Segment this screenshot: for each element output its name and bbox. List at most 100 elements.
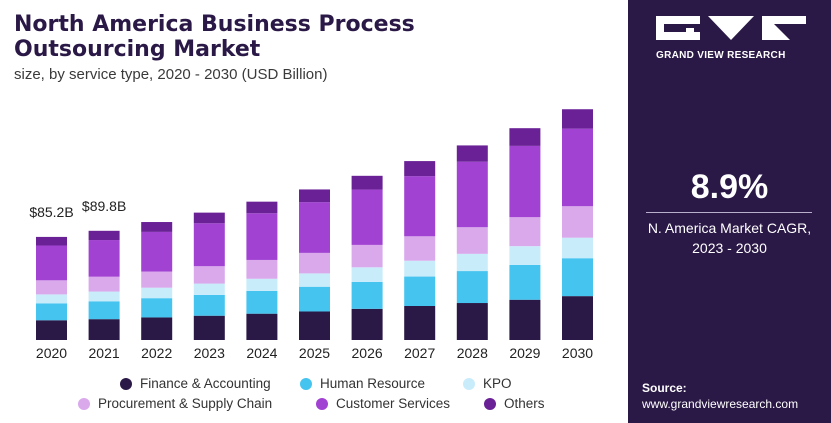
bar-segment-2025-finance-accounting	[299, 311, 330, 340]
bar-segment-2030-others	[562, 109, 593, 129]
legend-item-kpo: KPO	[463, 376, 512, 391]
x-tick-label-2021: 2021	[89, 345, 120, 361]
bar-segment-2022-others	[141, 222, 173, 232]
data-label-2020: $85.2B	[29, 204, 73, 220]
bar-segment-2021-others	[88, 230, 120, 241]
bar-segment-2028-kpo	[456, 253, 488, 272]
bar-segment-2030-procurement-supply-chain	[562, 206, 593, 238]
legend-swatch	[300, 377, 312, 390]
bar-segment-2028-finance-accounting	[456, 303, 488, 340]
bar-segment-2022-human-resource	[141, 298, 173, 318]
bar-segment-2027-finance-accounting	[404, 306, 436, 340]
bar-segment-2029-kpo	[509, 246, 541, 265]
bar-segment-2020-finance-accounting	[36, 320, 67, 340]
bar-segment-2030-human-resource	[562, 258, 593, 297]
chart-title-line2: Outsourcing Market	[14, 37, 261, 62]
bar-segment-2026-finance-accounting	[351, 308, 383, 340]
bar-segment-2028-procurement-supply-chain	[456, 227, 488, 254]
chart-title: North America Business Process Outsourci…	[14, 12, 614, 62]
divider	[646, 212, 812, 213]
bar-segment-2021-human-resource	[88, 301, 120, 320]
stacked-bar-chart: 2020 $85.2B 2021 $89.8B 2022 2023 2024 2025 2026…	[29, 109, 593, 361]
cagr-value: 8.9%	[690, 168, 769, 206]
bar-segment-2029-others	[509, 128, 541, 146]
chart-legend: Finance & Accounting Human Resource KPO Pro…	[0, 372, 628, 418]
bar-segment-2029-human-resource	[509, 264, 541, 300]
x-tick-label-2024: 2024	[246, 345, 277, 361]
source-note: Source: www.grandviewresearch.com	[642, 380, 798, 412]
bar-segment-2029-finance-accounting	[509, 299, 541, 340]
bar-segment-2021-finance-accounting	[88, 319, 120, 340]
legend-swatch	[120, 377, 132, 390]
x-tick-label-2025: 2025	[299, 345, 330, 361]
x-tick-label-2027: 2027	[404, 345, 435, 361]
bar-segment-2027-procurement-supply-chain	[404, 236, 436, 261]
x-tick-label-2029: 2029	[509, 345, 540, 361]
bar-segment-2028-customer-services	[456, 161, 488, 228]
bar-segment-2020-customer-services	[36, 245, 67, 281]
bar-segment-2027-others	[404, 161, 436, 177]
chart-subtitle: size, by service type, 2020 - 2030 (USD …	[14, 66, 328, 83]
legend-label: KPO	[483, 376, 512, 391]
legend-swatch	[463, 377, 475, 390]
x-tick-label-2028: 2028	[457, 345, 488, 361]
legend-item-human-resource: Human Resource	[300, 376, 425, 391]
bar-segment-2025-human-resource	[299, 286, 330, 312]
brand-name: GRAND VIEW RESEARCH	[656, 50, 786, 61]
bar-segment-2022-customer-services	[141, 231, 173, 272]
bar-segment-2021-kpo	[88, 291, 120, 302]
bar-segment-2024-human-resource	[246, 290, 278, 314]
cagr-label-line1: N. America Market CAGR,	[647, 220, 812, 236]
bar-segment-2027-customer-services	[404, 176, 436, 237]
legend-item-customer-services: Customer Services	[316, 396, 450, 411]
legend-label: Human Resource	[320, 376, 426, 391]
bar-segment-2028-others	[456, 145, 488, 162]
x-tick-label-2022: 2022	[141, 345, 172, 361]
legend-swatch	[316, 397, 328, 410]
bar-segment-2028-human-resource	[456, 271, 488, 304]
bar-segment-2023-finance-accounting	[193, 315, 225, 340]
bar-segment-2021-customer-services	[88, 240, 120, 277]
bar-segment-2020-kpo	[36, 294, 67, 304]
bar-segment-2025-procurement-supply-chain	[299, 252, 330, 274]
bar-segment-2026-customer-services	[351, 189, 383, 245]
chart-title-line1: North America Business Process	[14, 12, 415, 37]
bar-segment-2024-others	[246, 201, 278, 214]
bar-segment-2022-finance-accounting	[141, 317, 173, 340]
cagr-label-line2: 2023 - 2030	[692, 240, 767, 256]
x-tick-label-2026: 2026	[352, 345, 383, 361]
source-title: Source:	[642, 381, 687, 395]
legend-swatch	[78, 397, 90, 410]
bar-segment-2022-procurement-supply-chain	[141, 271, 173, 288]
bar-segment-2029-customer-services	[509, 145, 541, 218]
bar-segment-2020-human-resource	[36, 303, 67, 321]
legend-item-finance-accounting: Finance & Accounting	[120, 376, 271, 391]
bar-segment-2023-kpo	[193, 283, 225, 295]
bar-segment-2027-kpo	[404, 260, 436, 277]
bar-segment-2020-others	[36, 236, 67, 246]
bar-segment-2024-customer-services	[246, 213, 278, 260]
x-tick-label-2030: 2030	[562, 345, 593, 361]
legend-swatch	[484, 397, 496, 410]
bar-segment-2023-procurement-supply-chain	[193, 266, 225, 284]
bar-segment-2024-procurement-supply-chain	[246, 259, 278, 279]
bar-segment-2025-kpo	[299, 273, 330, 287]
bar-segment-2029-procurement-supply-chain	[509, 217, 541, 247]
bar-segment-2023-human-resource	[193, 294, 225, 316]
legend-label: Finance & Accounting	[140, 376, 271, 391]
x-tick-label-2020: 2020	[36, 345, 67, 361]
bar-segment-2024-kpo	[246, 278, 278, 291]
legend-label: Others	[504, 396, 545, 411]
legend-label: Customer Services	[336, 396, 451, 411]
grand-view-research-logo: GRAND VIEW RESEARCH	[656, 14, 806, 61]
bar-segment-2030-finance-accounting	[562, 296, 593, 340]
x-tick-label-2023: 2023	[194, 345, 225, 361]
gvr-logo-mark-icon	[656, 16, 806, 40]
bar-segment-2023-others	[193, 212, 225, 224]
bar-segment-2025-customer-services	[299, 202, 330, 253]
bar-segment-2022-kpo	[141, 287, 173, 299]
cagr-label: N. America Market CAGR, 2023 - 2030	[628, 218, 831, 258]
bar-segment-2026-others	[351, 175, 383, 190]
legend-label: Procurement & Supply Chain	[98, 396, 273, 411]
bar-segment-2023-customer-services	[193, 223, 225, 267]
